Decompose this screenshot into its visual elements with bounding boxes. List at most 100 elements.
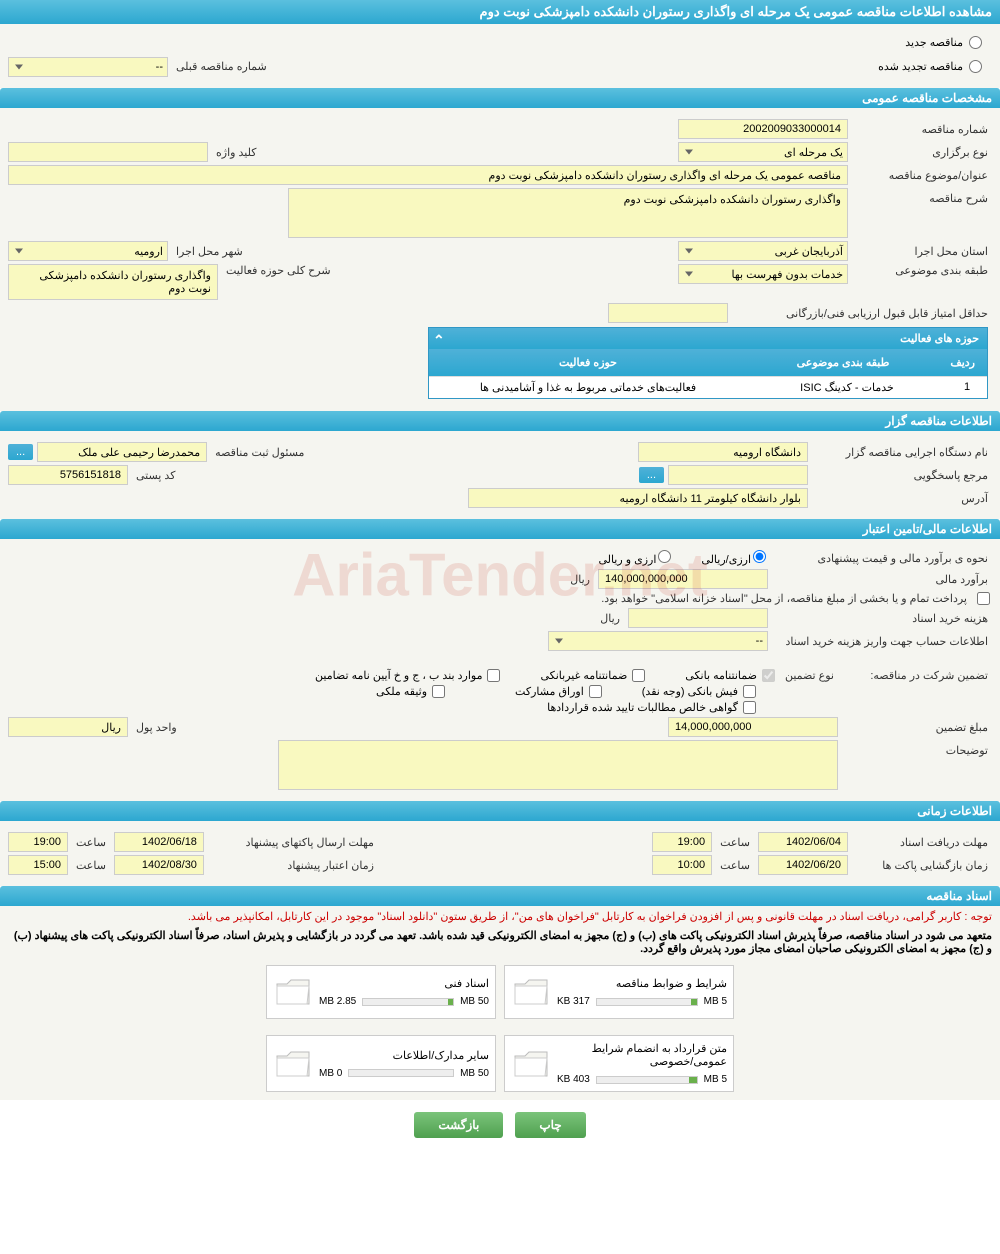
org-label: نام دستگاه اجرایی مناقصه گزار: [812, 446, 992, 459]
radio-new-tender[interactable]: مناقصه جدید: [905, 36, 984, 49]
doc-max: 5 MB: [704, 1074, 727, 1085]
chk-bonds[interactable]: [589, 685, 602, 698]
select-value: یک مرحله ای: [784, 146, 843, 159]
deadline3-time[interactable]: 10:00: [652, 855, 712, 875]
deadline3-label: زمان بازگشایی پاکت ها: [852, 859, 992, 872]
radio-mixed[interactable]: ارزی و ریالی: [598, 550, 673, 566]
currency-field: ریال: [8, 717, 128, 737]
reg-field: محمدرضا رحیمی علی ملک: [37, 442, 207, 462]
guarantee-amount-field: 14,000,000,000: [668, 717, 838, 737]
th-category: طبقه بندی موضوعی: [743, 353, 943, 372]
notes-label: توضیحات: [842, 740, 992, 757]
deadline4-time[interactable]: 15:00: [8, 855, 68, 875]
scope-label: شرح کلی حوزه فعالیت: [222, 264, 335, 277]
doc-cost-field[interactable]: [628, 608, 768, 628]
collapse-icon[interactable]: ⌃: [433, 332, 445, 349]
radio-renewed-tender[interactable]: مناقصه تجدید شده: [878, 60, 984, 73]
postal-field: 5756151818: [8, 465, 128, 485]
table-title-text: حوزه های فعالیت: [900, 333, 979, 345]
deadline2-time[interactable]: 19:00: [8, 832, 68, 852]
red-note: توجه : کاربر گرامی، دریافت اسناد در مهلت…: [0, 906, 1000, 927]
chk-label: ضمانتنامه غیربانکی: [540, 669, 627, 682]
doc-card-contract[interactable]: متن قرارداد به انضمام شرایط عمومی/خصوصی …: [504, 1035, 734, 1092]
doc-card-conditions[interactable]: شرایط و ضوابط مناقصه 5 MB 317 KB: [504, 965, 734, 1019]
doc-card-technical[interactable]: اسناد فنی 50 MB 2.85 MB: [266, 965, 496, 1019]
deadline1-date[interactable]: 1402/06/04: [758, 832, 848, 852]
section-general-header: مشخصات مناقصه عمومی: [0, 88, 1000, 108]
deadline1-label: مهلت دریافت اسناد: [852, 836, 992, 849]
bold-note: متعهد می شود در اسناد مناقصه، صرفاً پذیر…: [0, 927, 1000, 957]
doc-progress: [362, 998, 454, 1006]
desc-textarea[interactable]: واگذاری رستوران دانشکده دامپزشکی نوبت دو…: [288, 188, 848, 238]
doc-title: اسناد فنی: [319, 977, 489, 990]
deadline1-time[interactable]: 19:00: [652, 832, 712, 852]
th-row: ردیف: [943, 353, 983, 372]
time-label: ساعت: [716, 836, 754, 849]
doc-progress: [596, 998, 698, 1006]
folder-icon: [273, 1044, 313, 1084]
chk-clauses[interactable]: [487, 669, 500, 682]
chk-label: فیش بانکی (وجه نقد): [642, 685, 738, 698]
radio-rial[interactable]: ارزی/ریالی: [701, 550, 768, 566]
org-field: دانشگاه ارومیه: [638, 442, 808, 462]
radio-label: مناقصه تجدید شده: [878, 60, 963, 73]
folder-icon: [511, 1044, 551, 1084]
min-score-field[interactable]: [608, 303, 728, 323]
chk-cert[interactable]: [743, 701, 756, 714]
select-value: خدمات بدون فهرست بها: [732, 268, 843, 281]
doc-max: 5 MB: [704, 996, 727, 1007]
type-select[interactable]: یک مرحله ای: [678, 142, 848, 162]
rial-label-2: ریال: [596, 612, 624, 625]
tender-no-field: 2002009033000014: [678, 119, 848, 139]
guarantee-label: تضمین شرکت در مناقصه:: [842, 669, 992, 682]
notes-textarea[interactable]: [278, 740, 838, 790]
select-value: آذربایجان غربی: [775, 245, 843, 258]
time-label-4: ساعت: [72, 859, 110, 872]
chk-cash[interactable]: [743, 685, 756, 698]
doc-size: 2.85 MB: [319, 996, 356, 1007]
time-label-3: ساعت: [716, 859, 754, 872]
city-select[interactable]: ارومیه: [8, 241, 168, 261]
td-category: خدمات - کدینگ ISIC: [747, 377, 947, 398]
payment-checkbox[interactable]: [977, 592, 990, 605]
section-time-header: اطلاعات زمانی: [0, 801, 1000, 821]
chk-bank: [762, 669, 775, 682]
account-label: اطلاعات حساب جهت واریز هزینه خرید اسناد: [772, 635, 992, 648]
radio-label: ارزی و ریالی: [598, 554, 656, 566]
deadline4-date[interactable]: 1402/08/30: [114, 855, 204, 875]
chk-nonbank[interactable]: [632, 669, 645, 682]
doc-size: 403 KB: [557, 1074, 590, 1085]
ref-more-button[interactable]: ...: [639, 467, 664, 483]
chk-label: اوراق مشارکت: [515, 685, 584, 698]
price-method-label: نحوه ی برآورد مالی و قیمت پیشنهادی: [772, 552, 992, 565]
back-button[interactable]: بازگشت: [414, 1112, 503, 1138]
min-score-label: حداقل امتیاز قابل قبول ارزیابی فنی/بازرگ…: [732, 307, 992, 320]
print-button[interactable]: چاپ: [515, 1112, 585, 1138]
prev-tender-select[interactable]: --: [8, 57, 168, 77]
account-select[interactable]: --: [548, 631, 768, 651]
subject-field: مناقصه عمومی یک مرحله ای واگذاری رستوران…: [8, 165, 848, 185]
chk-label: ضمانتنامه بانکی: [685, 669, 757, 682]
tender-no-label: شماره مناقصه: [852, 123, 992, 136]
keyword-field[interactable]: [8, 142, 208, 162]
deadline3-date[interactable]: 1402/06/20: [758, 855, 848, 875]
page-title: مشاهده اطلاعات مناقصه عمومی یک مرحله ای …: [0, 0, 1000, 24]
deadline2-date[interactable]: 1402/06/18: [114, 832, 204, 852]
td-row: 1: [947, 377, 987, 398]
ref-field[interactable]: [668, 465, 808, 485]
province-select[interactable]: آذربایجان غربی: [678, 241, 848, 261]
prev-tender-label: شماره مناقصه قبلی: [172, 60, 271, 73]
table-row: 1 خدمات - کدینگ ISIC فعالیت‌های خدماتی م…: [429, 376, 987, 398]
category-select[interactable]: خدمات بدون فهرست بها: [678, 264, 848, 284]
doc-max: 50 MB: [460, 1068, 489, 1079]
reg-more-button[interactable]: ...: [8, 444, 33, 460]
doc-card-other[interactable]: سایر مدارک/اطلاعات 50 MB 0 MB: [266, 1035, 496, 1092]
province-label: استان محل اجرا: [852, 245, 992, 258]
ref-label: مرجع پاسخگویی: [812, 469, 992, 482]
chk-property[interactable]: [432, 685, 445, 698]
postal-label: کد پستی: [132, 469, 179, 482]
doc-progress: [596, 1076, 698, 1084]
deadline2-label: مهلت ارسال پاکتهای پیشنهاد: [208, 836, 378, 849]
chk-label: وثیقه ملکی: [376, 685, 427, 698]
activity-table-title: حوزه های فعالیت ⌃: [429, 328, 987, 349]
